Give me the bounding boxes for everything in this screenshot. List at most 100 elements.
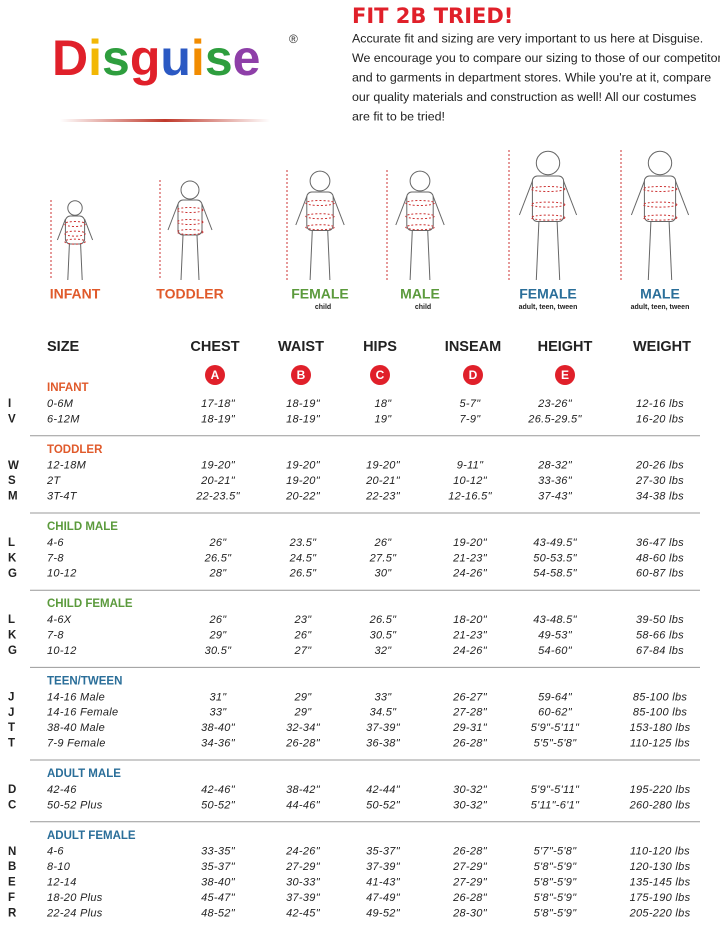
badge (463, 365, 483, 385)
cell: 17-18" (201, 398, 236, 410)
figure-head (67, 200, 83, 216)
figure-torso (531, 175, 565, 222)
cell: 14-16 Female (47, 707, 118, 719)
cell: 19-20" (286, 475, 321, 487)
intro-line: our quality materials and construction a… (352, 90, 696, 104)
cell: 42-46 (47, 784, 77, 796)
cell: 35-37" (201, 861, 236, 873)
cell: 9-11" (457, 460, 484, 472)
cell: 44-46" (286, 799, 321, 811)
cell: 28-32" (537, 460, 573, 472)
cell: 10-12 (47, 645, 77, 657)
row-code: R (8, 907, 17, 919)
figure-leg (409, 230, 413, 281)
section-label: CHILD MALE (47, 521, 118, 533)
figure-sublabel: adult, teen, tween (519, 304, 578, 311)
measure-ring (405, 213, 435, 220)
cell: 30-33" (286, 877, 321, 889)
intro-line: Accurate fit and sizing are very importa… (352, 31, 703, 45)
cell: 35-37" (366, 846, 401, 858)
cell: 27.5" (369, 552, 398, 564)
figure-arm (563, 181, 578, 216)
section-label: ADULT MALE (47, 768, 121, 780)
cell: 5'9"-5'11" (531, 784, 580, 796)
cell: 27-29" (285, 861, 321, 873)
figure-leg (196, 234, 200, 281)
cell: 26" (293, 630, 312, 642)
cell: 5'11"-6'1" (531, 799, 580, 811)
cell: 30" (374, 568, 392, 580)
cell: 10-12 (47, 568, 77, 580)
cell: 26.5" (204, 552, 233, 564)
cell: 60-87 lbs (636, 568, 684, 580)
cell: 5-7" (459, 398, 481, 410)
figure-head (180, 180, 200, 200)
cell: 19" (374, 413, 392, 425)
cell: 110-120 lbs (630, 846, 690, 858)
figure-leg (327, 230, 331, 281)
cell: 205-220 lbs (629, 907, 691, 919)
cell: 39-50 lbs (636, 614, 684, 626)
cell: 6-12M (47, 413, 80, 425)
cell: 24-26" (285, 846, 321, 858)
cell: 12-18M (47, 460, 87, 472)
cell: 37-39" (366, 861, 401, 873)
cell: 18-19" (286, 413, 321, 425)
cell: 21-23" (452, 630, 488, 642)
cell: 26.5" (289, 568, 318, 580)
cell: 3T-4T (47, 491, 78, 503)
figure-torso (64, 215, 86, 245)
cell: 60-62" (538, 707, 573, 719)
row-code: S (8, 475, 16, 487)
column-header: WAIST (278, 339, 324, 355)
cell: 24-26" (452, 645, 488, 657)
figure-torso (306, 191, 334, 231)
row-code: E (8, 877, 16, 889)
badge-letter: B (297, 368, 306, 382)
cell: 26" (208, 614, 227, 626)
cell: 5'7"-5'8" (534, 846, 578, 858)
figure-arm (332, 196, 345, 226)
cell: 24-26" (452, 568, 488, 580)
cell: 18-19" (201, 413, 236, 425)
cell: 37-43" (538, 491, 573, 503)
cell: 7-8 (47, 552, 64, 564)
cell: 31" (209, 691, 227, 703)
cell: 26-28" (452, 892, 488, 904)
cell: 4-6 (47, 846, 64, 858)
row-code: F (8, 892, 15, 904)
figure-head (309, 170, 331, 192)
cell: 153-180 lbs (630, 722, 691, 734)
cell: 26-27" (452, 691, 488, 703)
cell: 50-52 Plus (47, 799, 103, 811)
cell: 32" (374, 645, 392, 657)
cell: 42-44" (366, 784, 401, 796)
cell: 47-49" (366, 892, 401, 904)
badge-letter: D (469, 368, 478, 382)
cell: 120-130 lbs (630, 861, 691, 873)
row-code: K (8, 552, 17, 564)
measure-ring (405, 200, 435, 206)
cell: 26.5" (369, 614, 398, 626)
cell: 4-6X (47, 614, 72, 626)
row-code: L (8, 614, 15, 626)
title: FIT 2B TRIED! (352, 4, 513, 28)
cell: 14-16 Male (47, 691, 105, 703)
measure-ring (64, 230, 86, 237)
cell: 45-47" (201, 892, 236, 904)
figure (50, 200, 94, 281)
cell: 50-52" (201, 799, 236, 811)
cell: 18-20 Plus (47, 892, 103, 904)
figure-arm (167, 203, 179, 231)
cell: 30.5" (370, 630, 398, 642)
cell: 30-32" (453, 799, 488, 811)
measure-ring (305, 224, 335, 231)
cell: 26-28" (452, 738, 488, 750)
figure-torso (643, 175, 677, 222)
cell: 38-40 Male (47, 722, 105, 734)
figure (386, 170, 445, 281)
cell: 42-45" (286, 907, 321, 919)
row-code: L (8, 537, 15, 549)
section-label: TEEN/TWEEN (47, 675, 122, 687)
cell: 7-8 (47, 630, 64, 642)
